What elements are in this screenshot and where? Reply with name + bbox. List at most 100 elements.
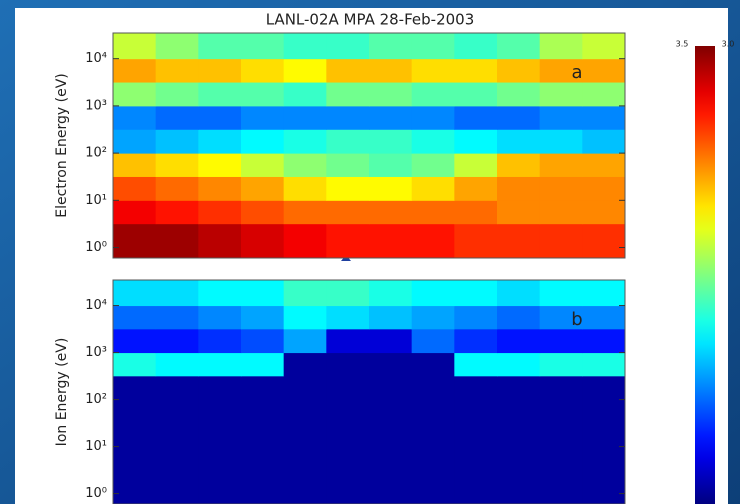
heatmap-cell <box>155 33 199 60</box>
heatmap-cell <box>454 328 498 354</box>
heatmap-cell <box>198 33 242 60</box>
heatmap-cell <box>369 82 413 107</box>
heatmap-cell <box>582 129 626 154</box>
heatmap-cell <box>411 280 455 307</box>
heatmap-cell <box>411 223 455 259</box>
heatmap-cell <box>326 305 370 330</box>
heatmap-cell <box>326 223 370 259</box>
heatmap-cell <box>454 422 498 448</box>
heatmap-cell <box>155 469 199 504</box>
heatmap-cell <box>113 280 157 307</box>
y-tick-label: 10² <box>85 392 107 407</box>
heatmap-cell <box>113 153 157 177</box>
heatmap-cell <box>283 153 327 177</box>
heatmap-cell <box>283 375 327 401</box>
y-tick-label: 10⁴ <box>85 298 107 313</box>
heatmap-cell <box>155 375 199 401</box>
heatmap-cell <box>369 153 413 177</box>
heatmap-cell <box>198 176 242 201</box>
heatmap-cell <box>326 105 370 130</box>
heatmap-cell <box>241 305 285 330</box>
heatmap-cell <box>241 223 285 259</box>
heatmap-cell <box>497 422 541 448</box>
heatmap-cell <box>582 469 626 504</box>
heatmap-cell <box>198 200 242 225</box>
y-tick-label: 10² <box>85 146 107 161</box>
heatmap-cell <box>113 105 157 130</box>
heatmap-cell <box>454 176 498 201</box>
heatmap-cell <box>411 153 455 177</box>
heatmap-cell <box>539 176 583 201</box>
heatmap-cell <box>582 105 626 130</box>
heatmap-cell <box>241 176 285 201</box>
heatmap-cell <box>454 200 498 225</box>
heatmap-cell <box>497 399 541 424</box>
y-tick-label: 10³ <box>85 98 107 113</box>
heatmap-cell <box>369 176 413 201</box>
heatmap-cell <box>241 280 285 307</box>
heatmap-cell <box>198 469 242 504</box>
heatmap-cell <box>369 469 413 504</box>
heatmap-cell <box>369 105 413 130</box>
heatmap-cell <box>369 223 413 259</box>
heatmap-cell <box>326 375 370 401</box>
heatmap-cell <box>411 200 455 225</box>
heatmap-cell <box>113 328 157 354</box>
heatmap-cell <box>454 58 498 83</box>
heatmap-cell <box>241 352 285 377</box>
heatmap-cell <box>198 153 242 177</box>
heatmap-cell <box>283 352 327 377</box>
heatmap-cell <box>283 58 327 83</box>
heatmap-cell <box>241 33 285 60</box>
heatmap-cell <box>113 305 157 330</box>
heatmap-cell <box>326 82 370 107</box>
heatmap-cell <box>497 446 541 471</box>
heatmap-cell <box>113 33 157 60</box>
heatmap-cell <box>539 82 583 107</box>
colorbar-label: 3.0 <box>722 40 735 49</box>
heatmap-cell <box>283 399 327 424</box>
heatmap-cell <box>582 352 626 377</box>
heatmap-cell <box>369 375 413 401</box>
heatmap-cell <box>198 305 242 330</box>
heatmap-cell <box>411 446 455 471</box>
heatmap-cell <box>411 305 455 330</box>
heatmap-cell <box>582 33 626 60</box>
heatmap-cell <box>539 153 583 177</box>
heatmap-cell <box>198 223 242 259</box>
heatmap-cell <box>369 328 413 354</box>
heatmap-cell <box>198 446 242 471</box>
heatmap-cell <box>497 176 541 201</box>
heatmap-cell <box>326 469 370 504</box>
heatmap-cell <box>454 469 498 504</box>
heatmap-cell <box>497 352 541 377</box>
heatmap-cell <box>155 82 199 107</box>
heatmap-cell <box>539 33 583 60</box>
heatmap-cell <box>283 280 327 307</box>
heatmap-cell <box>241 399 285 424</box>
heatmap-cell <box>369 422 413 448</box>
heatmap-cell <box>241 446 285 471</box>
heatmap-cell <box>497 223 541 259</box>
heatmap-cell <box>582 200 626 225</box>
heatmap-cell <box>411 422 455 448</box>
heatmap-cell <box>155 129 199 154</box>
heatmap-cell <box>113 129 157 154</box>
heatmap-cell <box>369 352 413 377</box>
heatmap-cell <box>369 305 413 330</box>
heatmap-cell <box>326 129 370 154</box>
colorbar <box>695 46 715 504</box>
heatmap-cell <box>283 305 327 330</box>
heatmap-cell <box>582 280 626 307</box>
heatmap-cell <box>326 176 370 201</box>
heatmap-cell <box>539 352 583 377</box>
heatmap-cell <box>497 82 541 107</box>
heatmap-cell <box>411 469 455 504</box>
heatmap-cell <box>539 375 583 401</box>
heatmap-cell <box>283 469 327 504</box>
heatmap-cell <box>411 399 455 424</box>
y-tick-label: 10¹ <box>85 193 107 208</box>
heatmap-cell <box>539 105 583 130</box>
heatmap-cell <box>539 422 583 448</box>
heatmap-cell <box>241 328 285 354</box>
